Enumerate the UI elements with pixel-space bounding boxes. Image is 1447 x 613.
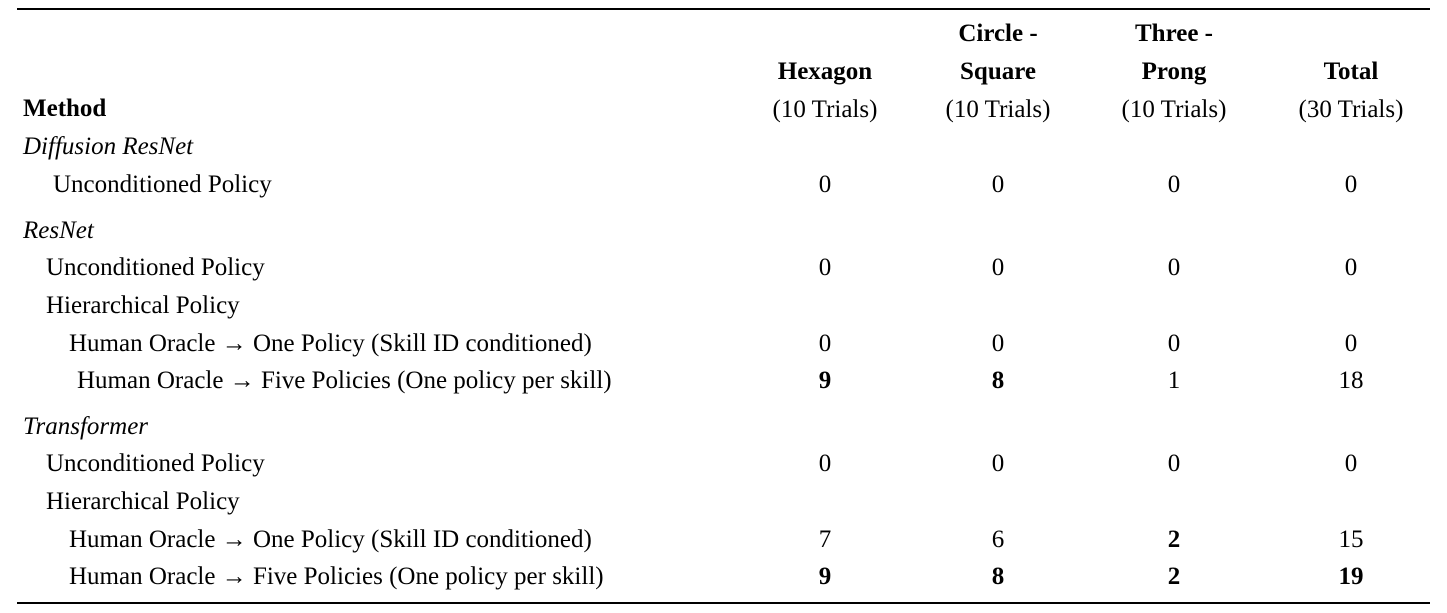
value-hexagon: 7 [818, 526, 832, 553]
column-title: Circle - [958, 20, 1038, 47]
value-total: 15 [1338, 526, 1364, 553]
value-three-prong: 0 [1167, 330, 1181, 357]
column-subtitle: (10 Trials) [772, 96, 878, 123]
column-subtitle: (10 Trials) [1121, 96, 1227, 123]
value-circle-square: 8 [991, 563, 1005, 590]
value-three-prong: 0 [1167, 254, 1181, 281]
value-three-prong: 0 [1167, 171, 1181, 198]
table-row: Unconditioned Policy 0 0 0 0 [17, 249, 1430, 287]
row-label: Transformer [23, 413, 149, 440]
value-total: 18 [1338, 367, 1364, 394]
table-row: Unconditioned Policy 0 0 0 0 [17, 445, 1430, 483]
column-title: Total [1323, 58, 1379, 85]
results-table: Method Hexagon (10 Trials) Circle - Squa… [17, 8, 1430, 604]
table-row: Human Oracle → Five Policies (One policy… [17, 362, 1430, 400]
row-label: Unconditioned Policy [46, 450, 265, 477]
value-total: 0 [1344, 330, 1358, 357]
value-three-prong: 1 [1167, 367, 1181, 394]
value-hexagon: 0 [818, 254, 832, 281]
value-three-prong: 2 [1167, 526, 1181, 553]
table-row: Unconditioned Policy 0 0 0 0 [17, 166, 1430, 204]
column-subtitle: (30 Trials) [1298, 96, 1404, 123]
value-circle-square: 0 [991, 330, 1005, 357]
bottom-rule [17, 602, 1430, 604]
column-header-hexagon: Hexagon (10 Trials) [751, 53, 899, 129]
value-total: 0 [1344, 171, 1358, 198]
table-row: Human Oracle → Five Policies (One policy… [17, 558, 1430, 596]
value-circle-square: 0 [991, 450, 1005, 477]
value-hexagon: 0 [818, 330, 832, 357]
column-title: Three - [1135, 20, 1213, 47]
column-title: Square [960, 58, 1036, 85]
row-label: ResNet [23, 217, 94, 244]
column-header-total: Total (30 Trials) [1277, 53, 1425, 129]
value-three-prong: 0 [1167, 450, 1181, 477]
value-total: 19 [1338, 563, 1364, 590]
value-hexagon: 0 [818, 171, 832, 198]
value-circle-square: 0 [991, 254, 1005, 281]
value-circle-square: 6 [991, 526, 1005, 553]
table-row: Hierarchical Policy [17, 287, 1430, 325]
row-label: Hierarchical Policy [46, 292, 240, 319]
value-total: 0 [1344, 450, 1358, 477]
table-row-group: Diffusion ResNet [17, 128, 1430, 166]
value-circle-square: 8 [991, 367, 1005, 394]
value-three-prong: 2 [1167, 563, 1181, 590]
column-header-circle-square: Circle - Square (10 Trials) [924, 15, 1072, 129]
value-hexagon: 0 [818, 450, 832, 477]
row-label: Human Oracle → Five Policies (One policy… [69, 563, 604, 590]
value-total: 0 [1344, 254, 1358, 281]
column-subtitle: (10 Trials) [945, 96, 1051, 123]
table-row: Human Oracle → One Policy (Skill ID cond… [17, 521, 1430, 559]
row-label: Diffusion ResNet [23, 133, 194, 160]
table-row: Hierarchical Policy [17, 483, 1430, 521]
row-label: Unconditioned Policy [46, 254, 265, 281]
row-label: Human Oracle → One Policy (Skill ID cond… [69, 526, 592, 553]
column-title: Prong [1141, 58, 1207, 85]
method-header: Method [23, 95, 107, 122]
value-hexagon: 9 [818, 563, 832, 590]
top-rule [17, 8, 1430, 10]
row-label: Human Oracle → Five Policies (One policy… [77, 367, 612, 394]
table-row-group: Transformer [17, 408, 1430, 446]
column-title: Hexagon [777, 58, 873, 85]
row-label: Human Oracle → One Policy (Skill ID cond… [69, 330, 592, 357]
column-header-three-prong: Three - Prong (10 Trials) [1100, 15, 1248, 129]
table-row-group: ResNet [17, 212, 1430, 250]
table-row: Human Oracle → One Policy (Skill ID cond… [17, 325, 1430, 363]
value-hexagon: 9 [818, 367, 832, 394]
row-label: Unconditioned Policy [53, 171, 272, 198]
row-label: Hierarchical Policy [46, 488, 240, 515]
value-circle-square: 0 [991, 171, 1005, 198]
